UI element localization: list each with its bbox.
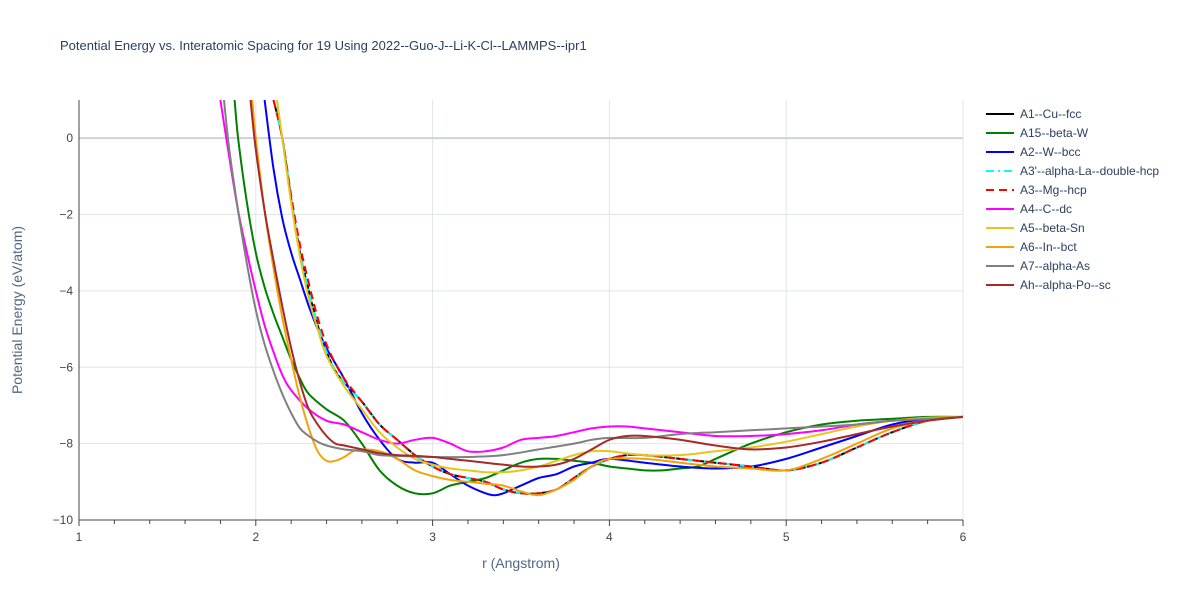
- grid: [79, 100, 964, 520]
- y-tick-label: −6: [59, 360, 73, 374]
- series-lines: [219, 100, 963, 497]
- legend-item[interactable]: A1--Cu--fcc: [986, 107, 1081, 121]
- legend-item[interactable]: A7--alpha-As: [986, 259, 1090, 273]
- series-line-9: [249, 100, 963, 468]
- x-tick-label: 6: [960, 530, 967, 544]
- x-tick-label: 5: [783, 530, 790, 544]
- x-axis-label: r (Angstrom): [482, 555, 560, 571]
- legend-label: A7--alpha-As: [1020, 259, 1090, 273]
- legend-label: A2--W--bcc: [1020, 145, 1080, 159]
- legend-item[interactable]: A5--beta-Sn: [986, 221, 1085, 235]
- x-tick-label: 3: [429, 530, 436, 544]
- chart-title: Potential Energy vs. Interatomic Spacing…: [60, 38, 587, 53]
- legend-item[interactable]: A3--Mg--hcp: [986, 183, 1087, 197]
- x-tick-label: 4: [606, 530, 613, 544]
- legend-item[interactable]: A6--In--bct: [986, 240, 1077, 254]
- legend-label: A5--beta-Sn: [1020, 221, 1085, 235]
- legend-label: A4--C--dc: [1020, 202, 1072, 216]
- legend-item[interactable]: A4--C--dc: [986, 202, 1072, 216]
- y-tick-label: −2: [59, 208, 73, 222]
- series-line-4: [272, 100, 963, 495]
- axes: 1 2 3 4 5 6 −10 −8 −6 −4 −2 0: [53, 100, 967, 544]
- legend[interactable]: A1--Cu--fcc A15--beta-W A2--W--bcc A3'--alp…: [986, 107, 1159, 292]
- legend-label: A1--Cu--fcc: [1020, 107, 1081, 121]
- legend-item[interactable]: A2--W--bcc: [986, 145, 1080, 159]
- y-tick-label: 0: [66, 131, 73, 145]
- x-tick-label: 1: [76, 530, 83, 544]
- series-line-6: [276, 100, 963, 474]
- y-tick-label: −10: [53, 513, 74, 527]
- series-line-7: [251, 100, 963, 497]
- legend-label: A15--beta-W: [1020, 126, 1089, 140]
- legend-item[interactable]: Ah--alpha-Po--sc: [986, 278, 1111, 292]
- legend-item[interactable]: A3'--alpha-La--double-hcp: [986, 164, 1159, 178]
- y-tick-label: −4: [59, 284, 73, 298]
- legend-label: Ah--alpha-Po--sc: [1020, 278, 1111, 292]
- series-line-1: [233, 100, 963, 496]
- legend-label: A3--Mg--hcp: [1020, 183, 1087, 197]
- x-tick-label: 2: [252, 530, 259, 544]
- series-line-8: [223, 100, 963, 459]
- legend-label: A3'--alpha-La--double-hcp: [1020, 164, 1159, 178]
- y-tick-label: −8: [59, 437, 73, 451]
- series-line-5: [219, 100, 963, 453]
- legend-label: A6--In--bct: [1020, 240, 1077, 254]
- y-axis-label: Potential Energy (eV/atom): [9, 226, 25, 394]
- legend-item[interactable]: A15--beta-W: [986, 126, 1089, 140]
